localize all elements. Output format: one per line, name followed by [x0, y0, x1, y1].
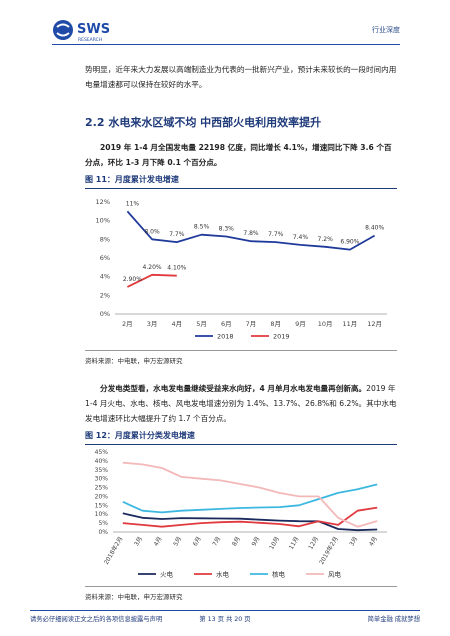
- paragraph: 分发电类型看，水电发电量继续受益来水向好，4 月单月水电发电量再创新高。2019…: [85, 381, 397, 426]
- x-tick-label: 3月: [147, 320, 158, 328]
- logo: SWS RESEARCH: [53, 20, 110, 43]
- y-tick-label: 10%: [96, 217, 110, 225]
- figure-title: 图 12：月度累计分类发电增速: [85, 430, 397, 445]
- figure-title: 图 11：月度累计发电增速: [85, 174, 397, 189]
- x-tick-label: 11月: [343, 320, 358, 328]
- data-label: 7.8%: [243, 230, 259, 237]
- bold-text: 2019 年 1-4 月全国发电量 22198 亿度，同比增长 4.1%，增速同…: [85, 143, 392, 167]
- y-tick-label: 30%: [95, 476, 109, 483]
- x-tick-label: 5月: [172, 536, 183, 548]
- section-title: 2.2 水电来水区域不均 中西部火电利用效率提升: [85, 116, 322, 129]
- x-tick-label: 6月: [221, 320, 232, 328]
- y-tick-label: 8%: [100, 235, 110, 243]
- data-label: 6.90%: [340, 239, 359, 246]
- data-label: 8.40%: [365, 225, 384, 232]
- header-rule: [52, 44, 400, 45]
- paragraph: 势明显，近年来大力发展以高端制造业为代表的一批新兴产业，预计未来较长的一段时间内…: [85, 62, 397, 92]
- y-tick-label: 0%: [98, 529, 108, 536]
- series-line: [122, 461, 378, 528]
- data-label: 7.2%: [318, 236, 334, 243]
- text: 2019 年 1-4 月火电、水电、核电、风电发电增速分别为 1.4%、13.7…: [85, 384, 397, 423]
- y-tick-label: 0%: [100, 310, 110, 318]
- chart: 0% 2% 4% 6% 8% 10% 12% 2月 3月 4月 5月 6月 7月 8月 9月 10月 11月 12…: [96, 198, 387, 341]
- logo-text: SWS: [77, 22, 110, 37]
- logo-icon: [53, 20, 73, 40]
- y-tick-label: 4%: [100, 273, 110, 281]
- series-line: [122, 512, 378, 532]
- x-tick-label: 7月: [211, 536, 222, 548]
- data-label: 4.10%: [167, 265, 186, 272]
- x-tick-label: 9月: [251, 536, 262, 548]
- x-tick-label: 3月: [348, 536, 359, 548]
- y-tick-label: 2%: [100, 291, 110, 299]
- x-tick-label: 8月: [231, 536, 242, 548]
- x-tick-label: 2018年2月: [102, 535, 124, 566]
- logo-sub: RESEARCH: [78, 37, 102, 43]
- x-tick-label: 12月: [367, 320, 382, 328]
- series-line: [126, 210, 376, 251]
- legend-label: 水电: [216, 570, 230, 579]
- x-tick-label: 9月: [295, 320, 306, 328]
- y-tick-label: 15%: [95, 502, 109, 509]
- figure-source: 资料来源：中电联，申万宏源研究: [85, 586, 397, 601]
- x-tick-label: 3月: [133, 536, 144, 548]
- y-tick-label: 25%: [95, 485, 109, 492]
- bold-text: 分发电类型看，水电发电量继续受益来水向好，4 月单月水电发电量再创新高。: [100, 384, 367, 393]
- x-tick-label: 10月: [318, 320, 333, 328]
- data-label: 7.7%: [169, 231, 185, 238]
- y-tick-label: 20%: [95, 493, 109, 500]
- data-label: 8.5%: [194, 224, 210, 231]
- series-line: [122, 483, 378, 514]
- y-tick-label: 6%: [100, 254, 110, 262]
- figure-source: 资料来源：中电联，申万宏源研究: [85, 350, 397, 365]
- chart: 0% 5% 10% 15% 20%25% 30% 35% 40% 45% 2018年2月 3月 4月 5…: [95, 449, 387, 579]
- page-number: 第 13 页 共 20 页: [199, 616, 251, 623]
- x-tick-label: 12月: [307, 536, 320, 551]
- doc-tag: 行业深度: [372, 26, 400, 34]
- data-label: 8.0%: [144, 228, 160, 235]
- x-tick-label: 7月: [246, 320, 257, 328]
- series-line: [127, 273, 177, 288]
- x-tick-label: 11月: [288, 536, 301, 551]
- data-label: 7.4%: [293, 234, 309, 241]
- y-tick-label: 40%: [95, 458, 109, 465]
- x-tick-label: 2019年2月: [317, 535, 339, 566]
- text: 势明显，近年来大力发展以高端制造业为代表的一批新兴产业，预计未来较长的一段时间内…: [85, 65, 397, 89]
- legend-label: 核电: [272, 570, 286, 579]
- x-tick-label: 5月: [196, 320, 207, 328]
- legend-label: 2019: [273, 333, 290, 341]
- x-tick-label: 6月: [192, 536, 203, 548]
- data-label: 8.3%: [219, 226, 235, 233]
- x-tick-label: 8月: [270, 320, 281, 328]
- footer-rule: [30, 610, 420, 611]
- footer-disclaimer: 请务必仔细阅读正文之后的各项信息披露与声明: [30, 616, 163, 623]
- y-tick-label: 35%: [95, 467, 109, 474]
- x-tick-label: 10月: [268, 536, 281, 551]
- y-tick-label: 5%: [98, 520, 108, 527]
- data-label: 7.7%: [268, 231, 284, 238]
- data-label: 11%: [126, 200, 140, 207]
- x-tick-label: 4月: [153, 536, 164, 548]
- y-tick-label: 12%: [96, 198, 110, 206]
- legend-label: 2018: [217, 333, 234, 341]
- paragraph: 2019 年 1-4 月全国发电量 22198 亿度，同比增长 4.1%，增速同…: [85, 140, 397, 170]
- x-tick-label: 4月: [171, 320, 182, 328]
- y-tick-label: 10%: [95, 511, 109, 518]
- series-line: [122, 506, 378, 528]
- legend-label: 火电: [160, 570, 174, 579]
- x-tick-label: 4月: [368, 536, 379, 548]
- legend-label: 风电: [328, 570, 342, 579]
- x-tick-label: 2月: [122, 320, 133, 328]
- data-label: 4.20%: [143, 264, 162, 271]
- y-tick-label: 45%: [95, 449, 109, 456]
- footer-slogan: 简单金融 成就梦想: [367, 616, 420, 623]
- data-label: 2.90%: [123, 276, 142, 283]
